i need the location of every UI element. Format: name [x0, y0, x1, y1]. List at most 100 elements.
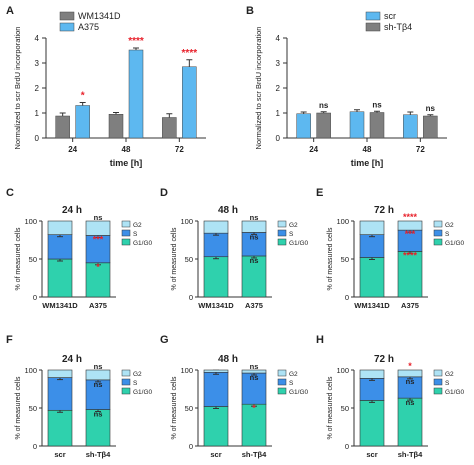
bar: [162, 117, 177, 139]
stack-segment: [359, 234, 385, 258]
panel-letter: B: [246, 5, 254, 17]
significance-label: ns: [94, 410, 103, 419]
legend-label: G1/G0: [289, 389, 309, 396]
stack-segment: [241, 255, 267, 298]
legend-label: G1/G0: [133, 389, 153, 396]
y-tick-label: 0: [345, 442, 349, 451]
stack-segment: [203, 220, 229, 234]
significance-label: ****: [182, 48, 198, 59]
x-tick-label: 24: [309, 145, 318, 154]
stack-segment: [359, 400, 385, 447]
stack-segment: [47, 369, 73, 378]
stack-segment: [203, 369, 229, 373]
legend-label: S: [133, 380, 138, 387]
legend-label: S: [133, 231, 138, 238]
legend-label: S: [445, 231, 450, 238]
chart-panel-h: 72 h % of measured cells 0 50 100 scr sh-Tβ4 * n…: [327, 354, 465, 459]
significance-label: ****: [128, 36, 144, 47]
x-tick-label: 72: [175, 145, 184, 154]
chart-title: 24 h: [62, 354, 82, 365]
stack-segment: [241, 403, 267, 447]
legend-label: sh-Tβ4: [384, 22, 412, 32]
x-axis-label: time [h]: [110, 158, 143, 168]
x-tick-label: sh-Tβ4: [242, 450, 267, 459]
x-tick-label: A375: [89, 301, 107, 310]
chart-title: 48 h: [218, 205, 238, 216]
bar: [75, 105, 90, 139]
bar: [108, 114, 124, 139]
significance-label: ns: [319, 101, 329, 110]
legend-swatch: [365, 11, 381, 21]
legend-swatch: [121, 229, 131, 237]
stack-segment: [359, 220, 385, 235]
y-tick-label: 0: [276, 134, 281, 143]
panel-letter: A: [6, 5, 14, 17]
bar: [55, 115, 70, 139]
legend-swatch: [121, 238, 131, 246]
legend-swatch: [433, 220, 443, 228]
chart-title: 24 h: [62, 205, 82, 216]
x-tick-label: A375: [401, 301, 419, 310]
stack-segment: [47, 409, 73, 447]
significance-label: ns: [426, 104, 436, 113]
y-tick-label: 100: [336, 217, 349, 226]
panel-letter: C: [6, 187, 14, 199]
stack-segment: [397, 369, 423, 378]
stack-segment: [85, 235, 111, 264]
y-axis-label: Normalized to scr BrdU incorporation: [13, 27, 22, 150]
chart-panel-e: 72 h % of measured cells 0 50 100 WM1341D A375…: [327, 205, 465, 310]
chart-title: 72 h: [374, 354, 394, 365]
significance-label: ns: [372, 100, 382, 109]
x-tick-label: WM1341D: [42, 301, 78, 310]
legend-label: G2: [133, 371, 142, 378]
y-tick-label: 0: [189, 293, 193, 302]
chart-panel-f: 24 h % of measured cells 0 50 100 scr sh-Tβ4 ns…: [15, 354, 153, 459]
y-tick-label: 4: [276, 34, 281, 43]
bar: [403, 114, 418, 139]
significance-label: *: [408, 361, 412, 371]
stack-segment: [203, 256, 229, 298]
significance-label: ns: [406, 398, 415, 407]
stack-segment: [47, 234, 73, 260]
chart-panel-c: 24 h % of measured cells 0 50 100 WM1341D A375…: [15, 205, 153, 310]
y-tick-label: 2: [35, 84, 40, 93]
y-tick-label: 50: [29, 404, 37, 413]
x-tick-label: 48: [363, 145, 372, 154]
legend-swatch: [277, 220, 287, 228]
y-tick-label: 100: [180, 217, 193, 226]
legend-label: S: [289, 231, 294, 238]
legend-swatch: [121, 387, 131, 395]
stack-segment: [47, 258, 73, 298]
y-tick-label: 0: [33, 442, 37, 451]
legend-label: G1/G0: [445, 240, 465, 247]
significance-label: ns: [250, 373, 259, 382]
y-tick-label: 0: [345, 293, 349, 302]
x-tick-label: sh-Tβ4: [398, 450, 423, 459]
bar: [296, 113, 311, 139]
significance-label: ns: [250, 256, 259, 265]
x-tick-label: scr: [210, 450, 221, 459]
significance-label: ***: [93, 234, 104, 244]
legend-label: G1/G0: [445, 389, 465, 396]
significance-label: ns: [94, 213, 103, 222]
y-tick-label: 100: [24, 366, 37, 375]
legend-label: A375: [78, 22, 99, 32]
legend-label: G2: [445, 222, 454, 229]
y-tick-label: 1: [35, 109, 40, 118]
y-axis-label: % of measured cells: [327, 376, 334, 440]
y-tick-label: 2: [276, 84, 281, 93]
y-axis-label: Normalized to scr BrdU incorporation: [254, 27, 263, 150]
legend-swatch: [277, 229, 287, 237]
x-tick-label: scr: [366, 450, 377, 459]
legend-label: G2: [445, 371, 454, 378]
significance-label: *: [96, 262, 100, 272]
significance-label: ****: [403, 212, 418, 222]
panel-letter: D: [160, 187, 168, 199]
bar: [369, 112, 385, 139]
legend-swatch: [433, 387, 443, 395]
legend-label: G1/G0: [133, 240, 153, 247]
chart-title: 72 h: [374, 205, 394, 216]
x-tick-label: 48: [122, 145, 131, 154]
y-axis-label: % of measured cells: [15, 227, 22, 291]
stack-segment: [241, 220, 267, 233]
